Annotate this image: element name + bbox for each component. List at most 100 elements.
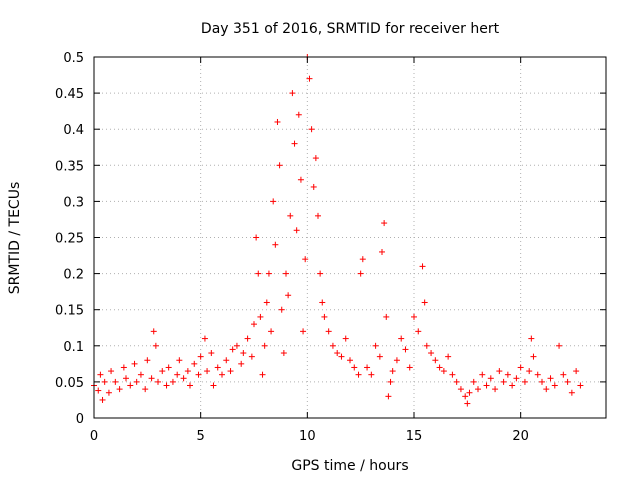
x-tick-label: 10	[299, 429, 316, 444]
data-point	[560, 371, 567, 378]
data-point	[368, 371, 375, 378]
data-point	[180, 375, 187, 382]
data-point	[319, 299, 326, 306]
data-point	[163, 382, 170, 389]
data-point	[504, 371, 511, 378]
data-point	[257, 313, 264, 320]
y-tick-label: 0.1	[63, 340, 84, 355]
data-point	[187, 382, 193, 389]
data-point	[376, 353, 383, 360]
data-point	[306, 75, 313, 82]
data-point	[556, 342, 563, 349]
data-point	[214, 364, 221, 371]
data-point	[240, 350, 247, 357]
chart-title: Day 351 of 2016, SRMTID for receiver her…	[201, 21, 500, 37]
data-point	[411, 313, 417, 320]
data-point	[223, 357, 230, 364]
data-point	[393, 357, 400, 364]
data-point	[492, 386, 499, 393]
data-point	[176, 357, 183, 364]
data-point	[389, 368, 396, 375]
data-point	[251, 321, 257, 328]
data-point	[423, 342, 430, 349]
data-point	[466, 389, 473, 396]
data-point	[123, 375, 129, 382]
data-point	[219, 371, 225, 378]
data-point	[551, 382, 558, 389]
data-point	[101, 378, 108, 385]
data-point	[534, 371, 541, 378]
data-point	[436, 364, 443, 371]
data-point	[372, 342, 379, 349]
data-point	[261, 342, 268, 349]
data-points	[91, 54, 584, 407]
data-point	[184, 368, 191, 375]
data-point	[470, 378, 477, 385]
data-point	[421, 299, 428, 306]
data-point	[513, 375, 520, 382]
data-point	[530, 353, 537, 360]
data-point	[547, 375, 554, 382]
data-point	[283, 270, 289, 277]
data-point	[137, 371, 144, 378]
y-tick-label: 0.25	[55, 232, 84, 247]
data-point	[120, 364, 127, 371]
data-point	[191, 360, 198, 367]
data-point	[351, 364, 358, 371]
data-point	[359, 256, 366, 263]
data-point	[210, 382, 217, 389]
data-point	[483, 382, 490, 389]
data-point	[385, 393, 392, 400]
data-point	[97, 371, 104, 378]
data-point	[133, 378, 140, 385]
y-tick-label: 0.4	[63, 123, 84, 138]
data-point	[462, 393, 469, 400]
data-point	[159, 368, 166, 375]
data-point	[464, 400, 471, 407]
data-point	[201, 335, 208, 342]
data-point	[108, 368, 115, 375]
data-point	[295, 111, 302, 118]
data-point	[415, 328, 422, 335]
data-point	[152, 342, 159, 349]
data-point	[347, 357, 353, 364]
data-point	[526, 368, 533, 375]
y-tick-label: 0.5	[63, 51, 84, 66]
data-point	[308, 126, 315, 133]
data-point	[521, 378, 528, 385]
data-point	[539, 378, 545, 385]
data-point	[312, 155, 319, 162]
data-point	[315, 212, 321, 219]
data-point	[310, 183, 317, 190]
data-point	[265, 270, 272, 277]
y-tick-label: 0.3	[63, 195, 84, 210]
data-point	[248, 353, 255, 360]
data-point	[406, 364, 413, 371]
data-point	[197, 353, 204, 360]
data-point	[342, 335, 349, 342]
data-point	[155, 378, 161, 385]
y-tick-label: 0.35	[55, 159, 84, 174]
grid-lines	[94, 57, 606, 418]
data-point	[263, 299, 270, 306]
x-tick-label: 15	[406, 429, 423, 444]
data-point	[297, 176, 304, 183]
data-point	[131, 360, 138, 367]
data-point	[564, 378, 571, 385]
y-tick-label: 0.15	[55, 304, 84, 319]
y-tick-label: 0	[76, 412, 84, 427]
data-point	[449, 371, 456, 378]
y-tick-label: 0.45	[55, 87, 84, 102]
data-point	[270, 198, 277, 205]
data-point	[293, 227, 300, 234]
data-point	[227, 368, 234, 375]
data-point	[150, 328, 157, 335]
data-point	[112, 378, 119, 385]
data-point	[355, 371, 362, 378]
data-point	[169, 378, 176, 385]
data-point	[99, 396, 106, 403]
data-point	[142, 386, 149, 393]
axis-ticks: 0 0.05 0.1 0.15 0.2 0.25 0.3 0.35 0.4 0.45 0.5 0 5 10…	[55, 51, 606, 444]
x-tick-label: 5	[197, 429, 205, 444]
data-point	[274, 118, 281, 125]
